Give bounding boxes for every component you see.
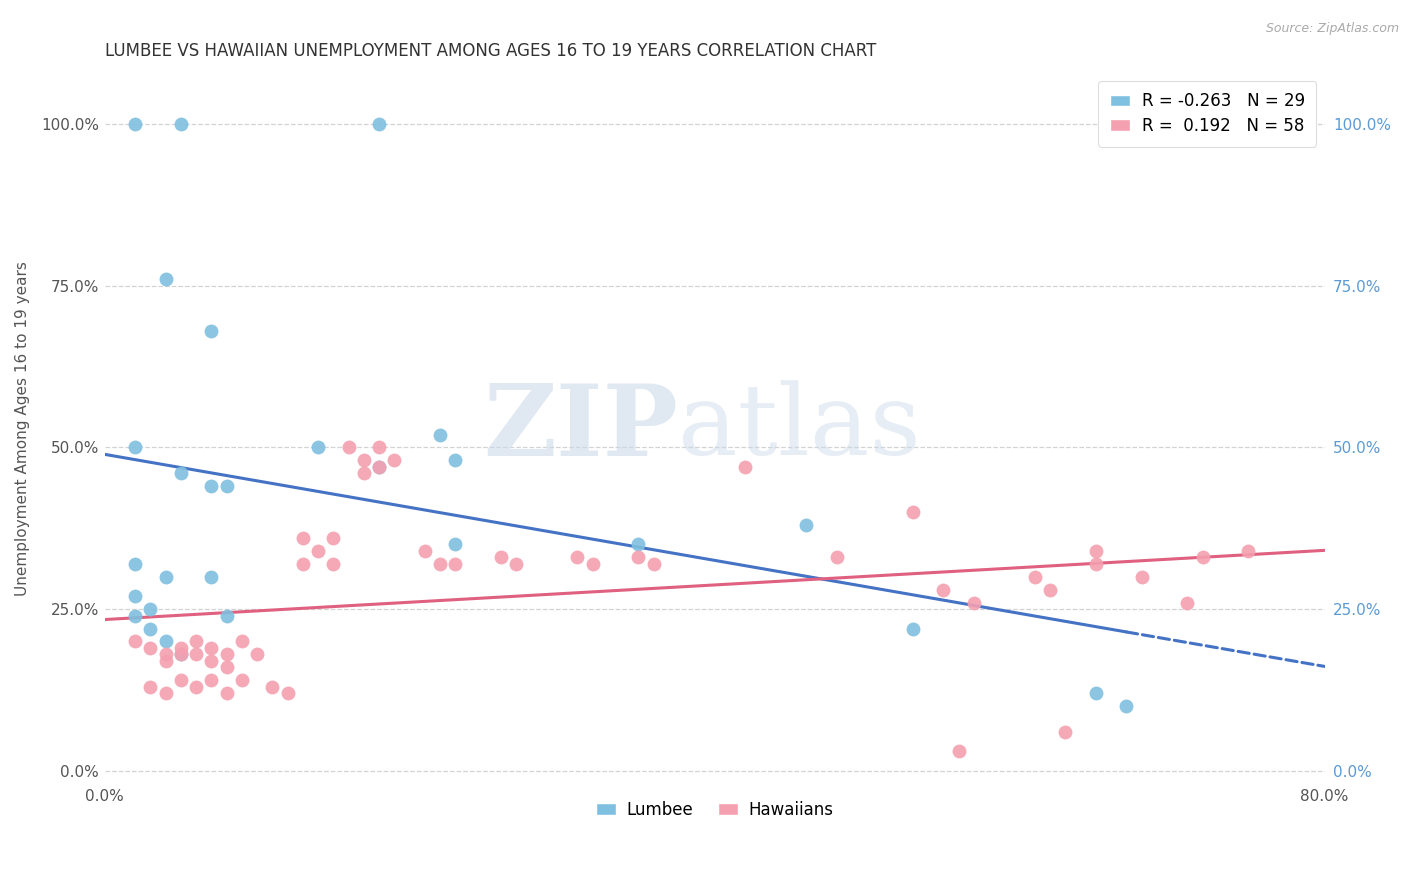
Point (368, 117, 391, 131)
Point (353, 453, 375, 467)
Point (155, 570, 177, 584)
Point (186, 648, 208, 662)
Point (505, 557, 527, 571)
Point (825, 550, 848, 565)
Legend: Lumbee, Hawaiians: Lumbee, Hawaiians (589, 794, 839, 825)
Point (139, 602, 162, 616)
Point (124, 117, 146, 131)
Point (444, 453, 467, 467)
Point (170, 640, 193, 655)
Point (429, 557, 451, 571)
Point (337, 441, 360, 455)
Point (215, 608, 238, 623)
Y-axis label: Unemployment Among Ages 16 to 19 years: Unemployment Among Ages 16 to 19 years (15, 260, 30, 596)
Point (170, 467, 193, 481)
Point (124, 557, 146, 571)
Point (1115, 699, 1137, 714)
Point (368, 459, 391, 474)
Point (170, 648, 193, 662)
Point (170, 648, 193, 662)
Point (262, 680, 284, 694)
Point (291, 557, 314, 571)
Point (200, 570, 222, 584)
Point (307, 441, 329, 455)
Point (1177, 596, 1199, 610)
Point (901, 505, 924, 519)
Point (627, 550, 650, 565)
Point (215, 660, 238, 674)
Point (963, 596, 986, 610)
Point (155, 272, 177, 286)
Point (231, 634, 253, 648)
Point (170, 673, 193, 688)
Text: Source: ZipAtlas.com: Source: ZipAtlas.com (1265, 22, 1399, 36)
Point (627, 537, 650, 551)
Point (794, 518, 817, 533)
Point (200, 324, 222, 338)
Point (1039, 582, 1062, 597)
Point (582, 557, 605, 571)
Point (1084, 544, 1107, 558)
Point (155, 634, 177, 648)
Point (200, 673, 222, 688)
Point (124, 589, 146, 603)
Point (413, 544, 436, 558)
Text: ZIP: ZIP (484, 380, 678, 476)
Point (444, 557, 467, 571)
Point (291, 531, 314, 545)
Point (353, 467, 375, 481)
Point (368, 441, 391, 455)
Point (429, 427, 451, 442)
Point (643, 557, 665, 571)
Point (139, 680, 162, 694)
Point (932, 582, 955, 597)
Point (215, 479, 238, 493)
Point (155, 654, 177, 668)
Point (231, 673, 253, 688)
Point (215, 648, 238, 662)
Point (1191, 550, 1213, 565)
Point (1054, 725, 1077, 739)
Point (139, 622, 162, 636)
Point (124, 441, 146, 455)
Point (1024, 570, 1046, 584)
Point (170, 117, 193, 131)
Point (1237, 544, 1260, 558)
Point (215, 686, 238, 700)
Point (1084, 686, 1107, 700)
Point (901, 622, 924, 636)
Point (200, 640, 222, 655)
Point (124, 608, 146, 623)
Point (139, 640, 162, 655)
Point (444, 537, 467, 551)
Point (124, 634, 146, 648)
Point (186, 634, 208, 648)
Point (384, 453, 406, 467)
Point (155, 686, 177, 700)
Point (948, 744, 970, 758)
Point (734, 459, 756, 474)
Point (155, 648, 177, 662)
Text: LUMBEE VS HAWAIIAN UNEMPLOYMENT AMONG AGES 16 TO 19 YEARS CORRELATION CHART: LUMBEE VS HAWAIIAN UNEMPLOYMENT AMONG AG… (104, 42, 876, 60)
Point (322, 531, 344, 545)
Point (368, 459, 391, 474)
Point (1084, 557, 1107, 571)
Text: atlas: atlas (678, 380, 921, 476)
Point (489, 550, 512, 565)
Point (277, 686, 299, 700)
Point (186, 680, 208, 694)
Point (200, 479, 222, 493)
Point (567, 550, 589, 565)
Point (307, 544, 329, 558)
Point (200, 654, 222, 668)
Point (1130, 570, 1153, 584)
Point (322, 557, 344, 571)
Point (246, 648, 269, 662)
